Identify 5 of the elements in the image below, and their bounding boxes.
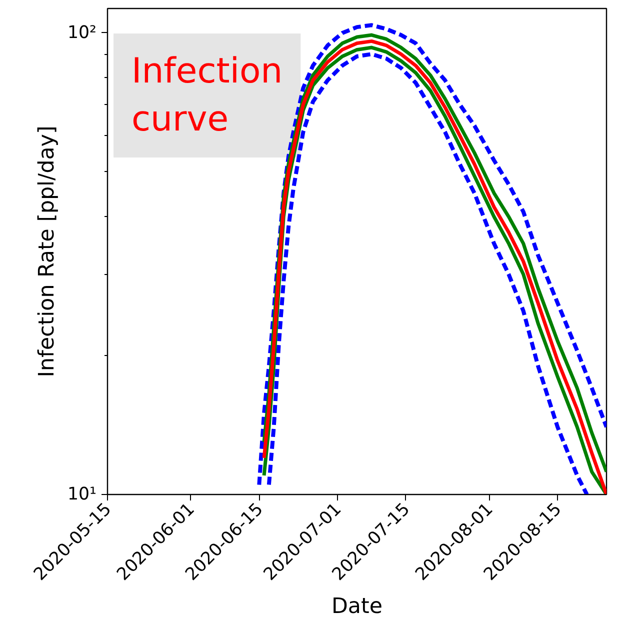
y-axis-title: Infection Rate [ppl/day] bbox=[34, 126, 60, 378]
annotation: Infection curve bbox=[132, 52, 283, 140]
y-tick-label: 10¹ bbox=[68, 484, 97, 504]
y-tick-label: 10² bbox=[68, 22, 97, 43]
x-axis-title: Date bbox=[332, 594, 382, 619]
